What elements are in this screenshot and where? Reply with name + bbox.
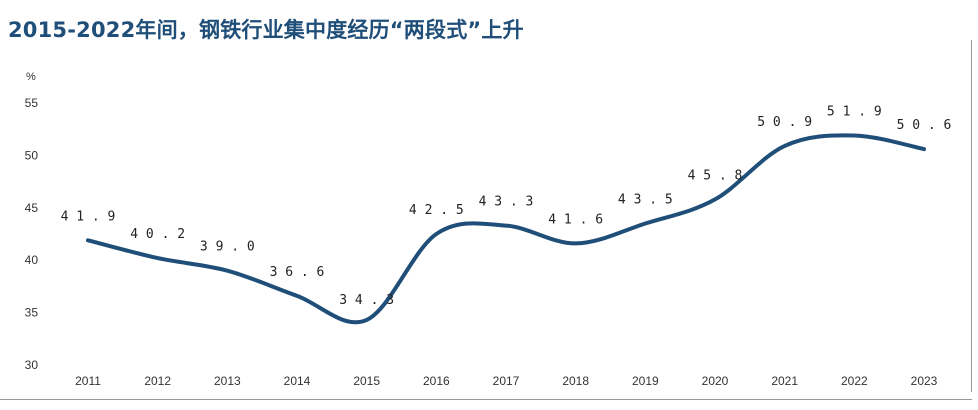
data-label: 4 1 . 6 [548, 212, 603, 227]
x-tick-label: 2023 [911, 374, 938, 388]
y-tick-label: 40 [25, 253, 39, 267]
data-label: 3 9 . 0 [200, 240, 255, 255]
data-label: 3 6 . 6 [270, 265, 325, 280]
data-label: 4 5 . 8 [688, 168, 743, 183]
x-tick-label: 2012 [144, 374, 171, 388]
data-label: 4 0 . 2 [130, 227, 185, 242]
x-tick-label: 2017 [493, 374, 520, 388]
x-tick-label: 2015 [353, 374, 380, 388]
data-label: 5 0 . 9 [757, 115, 812, 130]
data-label: 4 2 . 5 [409, 203, 464, 218]
x-tick-label: 2022 [841, 374, 868, 388]
y-tick-label: 55 [25, 96, 39, 110]
data-label: 4 3 . 5 [618, 193, 673, 208]
x-tick-label: 2011 [75, 374, 101, 388]
frame-border-right [971, 40, 972, 392]
y-axis-unit: % [26, 71, 36, 83]
data-label: 5 1 . 9 [827, 104, 882, 119]
y-tick-label: 45 [25, 201, 39, 215]
data-labels: 4 1 . 9 4 0 . 2 3 9 . 0 3 6 . 6 3 4 . 3 4 2 .… [61, 104, 952, 307]
x-tick-label: 2014 [284, 374, 311, 388]
y-tick-label: 30 [25, 358, 39, 372]
x-tick-label: 2019 [632, 374, 659, 388]
data-label: 4 1 . 9 [61, 209, 116, 224]
x-tick-label: 2016 [423, 374, 450, 388]
y-tick-label: 35 [25, 306, 39, 320]
page-title: 2015-2022年间，钢铁行业集中度经历“两段式”上升 [8, 18, 524, 42]
y-tick-label: 50 [25, 148, 39, 162]
x-tick-label: 2021 [771, 374, 798, 388]
series-line [86, 133, 926, 325]
x-tick-label: 2020 [702, 374, 729, 388]
data-label: 4 3 . 3 [479, 195, 534, 210]
chart-series [86, 133, 926, 325]
data-label: 3 4 . 3 [339, 293, 394, 308]
x-tick-label: 2013 [214, 374, 241, 388]
data-label: 5 0 . 6 [897, 118, 952, 133]
x-axis: 2011 2012 2013 2014 2015 2016 2017 2018 2019 2020… [75, 374, 938, 388]
frame-border-bottom [0, 399, 972, 400]
y-axis: % 30 35 40 45 50 55 [25, 71, 39, 372]
x-tick-label: 2018 [562, 374, 589, 388]
